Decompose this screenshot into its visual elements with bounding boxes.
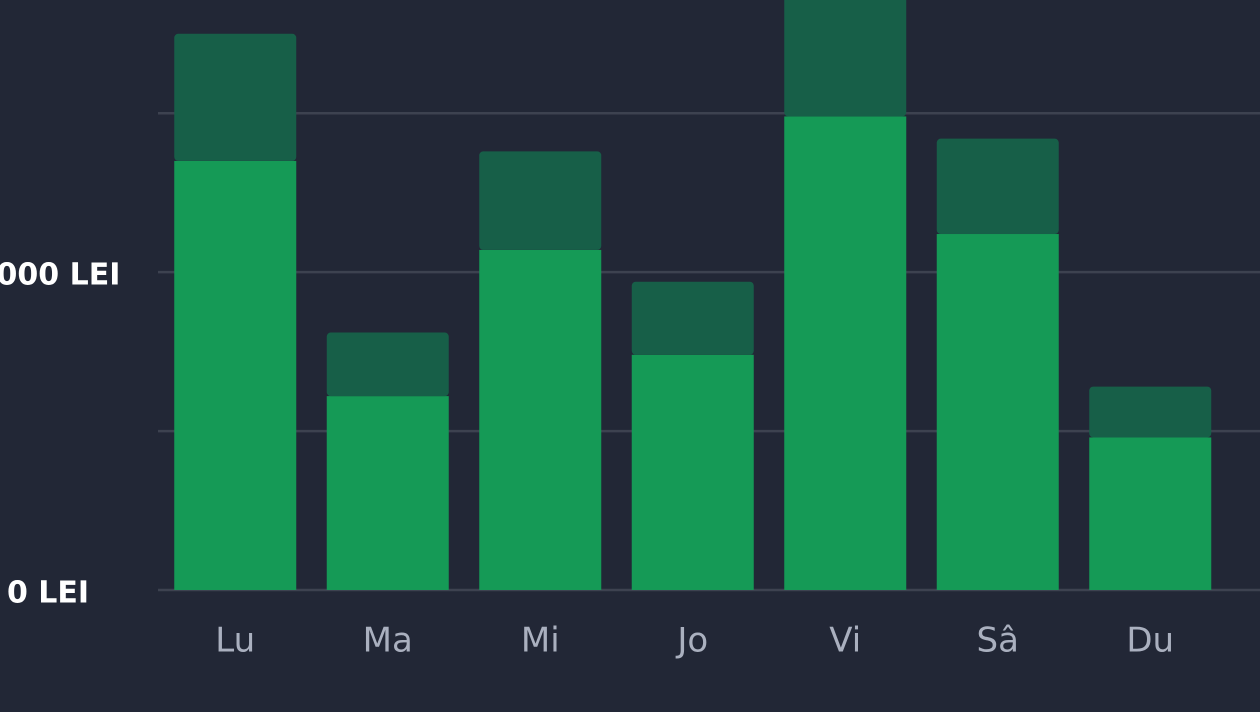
y-tick-label: 1000 LEI <box>0 258 120 293</box>
bar-segment <box>936 234 1059 591</box>
x-tick-label: Jo <box>675 621 708 661</box>
x-tick-label: Ma <box>363 621 413 661</box>
bar-segment <box>631 281 754 355</box>
x-tick-label: Vi <box>829 621 861 661</box>
bar-segment <box>326 332 449 397</box>
x-tick-label: Mi <box>521 621 560 661</box>
y-tick-label: 0 LEI <box>7 576 89 611</box>
x-tick-label: Sâ <box>977 621 1019 661</box>
bar-segment <box>326 396 449 590</box>
bar-segment <box>1089 386 1212 438</box>
bar-segment <box>174 160 297 590</box>
bar-segment <box>479 249 602 590</box>
bar-segment <box>1089 437 1212 590</box>
bar-segment <box>479 151 602 250</box>
bar-segment <box>936 138 1059 235</box>
x-tick-label: Lu <box>215 621 255 661</box>
bar-segment <box>631 354 754 590</box>
x-tick-label: Du <box>1126 621 1174 661</box>
bar-segment <box>174 33 297 161</box>
bar-segment <box>784 0 907 117</box>
bar-segment <box>784 116 907 590</box>
